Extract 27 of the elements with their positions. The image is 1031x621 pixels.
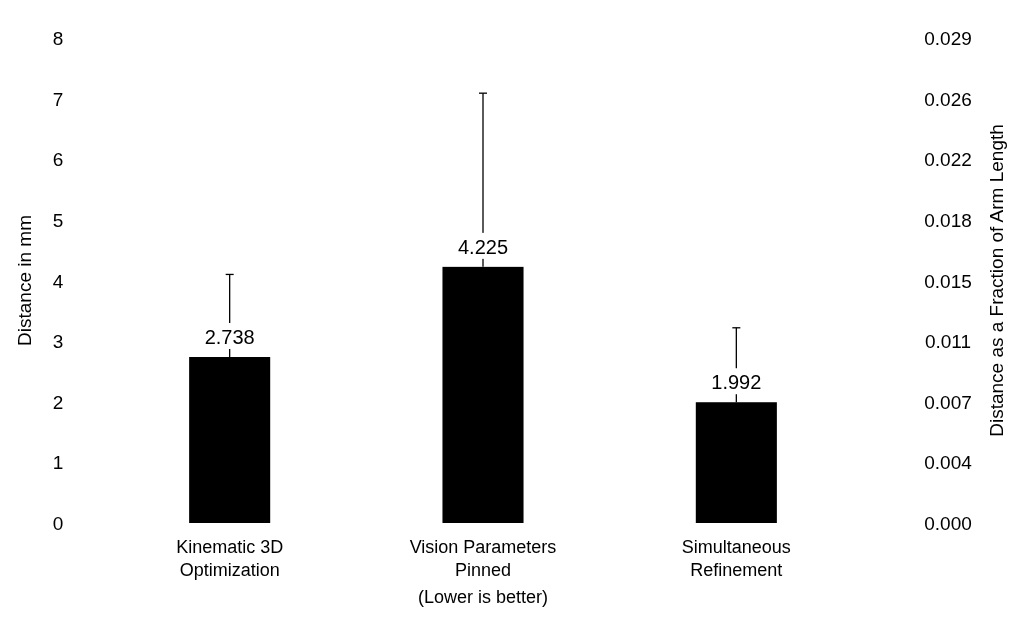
y-tick-label: 4 — [52, 270, 64, 292]
y-axis-title: Distance in mm — [14, 215, 35, 346]
y-tick-label: 0 — [52, 513, 64, 534]
y-tick-label: 1 — [52, 452, 64, 474]
x-tick-label: Simultaneous Refinement — [681, 537, 791, 580]
y2-tick-label: 0.026 — [924, 88, 972, 110]
x-axis-title: (Lower is better) — [417, 587, 549, 607]
y-tick-label: 3 — [52, 331, 64, 353]
y2-tick-label: 0.018 — [924, 209, 972, 231]
y-tick-label: 5 — [52, 209, 64, 231]
data-label: 4.225 — [457, 235, 509, 258]
data-label: 2.738 — [204, 326, 255, 349]
y2-tick-label: 0.029 — [924, 28, 972, 49]
y2-tick-label: 0.015 — [924, 270, 972, 292]
y2-tick-label: 0.004 — [924, 452, 973, 474]
data-label: 1.992 — [711, 371, 762, 394]
y2-tick-label: 0.000 — [924, 513, 972, 534]
y2-tick-label: 0.007 — [924, 391, 972, 413]
y-tick-label: 2 — [52, 391, 64, 413]
y-tick-label: 8 — [52, 28, 64, 49]
y2-tick-label: 0.011 — [924, 331, 972, 353]
y2-axis-title: Distance as a Fraction of Arm Length — [986, 124, 1007, 437]
y-tick-label: 7 — [52, 88, 64, 110]
x-tick-label: Vision Parameters Pinned — [409, 537, 557, 580]
y2-tick-label: 0.022 — [924, 149, 972, 171]
x-tick-label: Kinematic 3D Optimization — [176, 537, 284, 580]
y-tick-label: 6 — [52, 149, 64, 171]
